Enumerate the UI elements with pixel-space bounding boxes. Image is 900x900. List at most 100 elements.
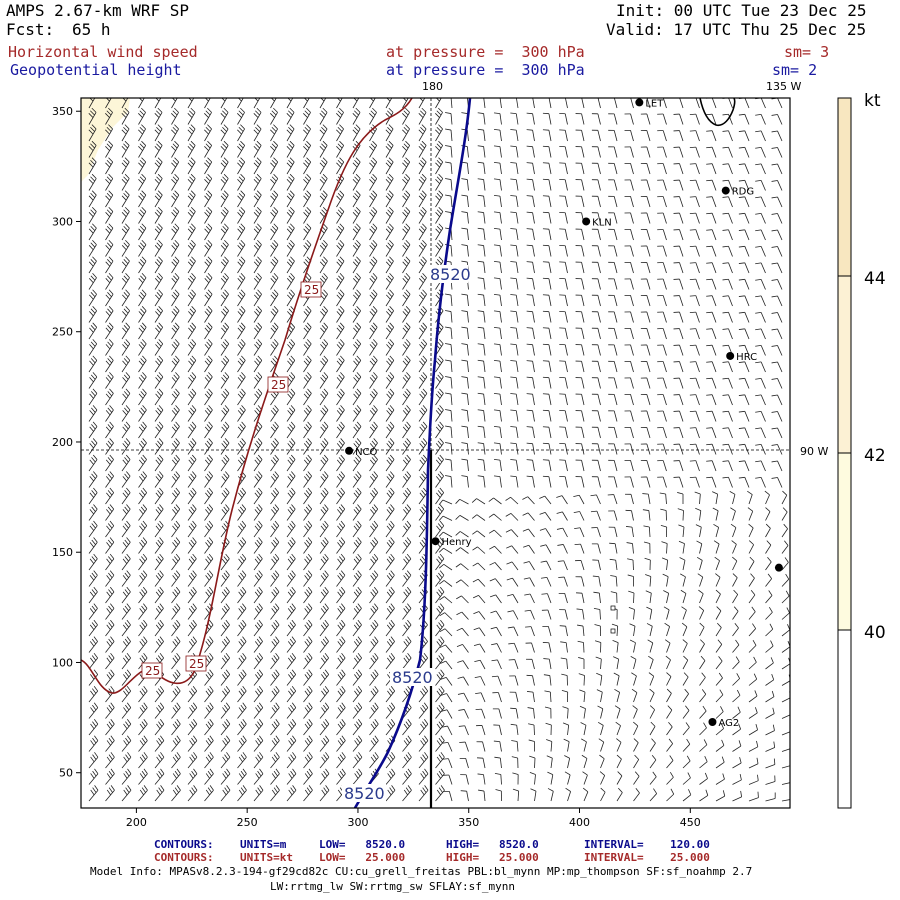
wind-barb	[187, 619, 197, 637]
wind-contour-labels: 25 25 25 25	[141, 281, 322, 679]
wind-barb	[352, 206, 361, 224]
wind-barb	[649, 721, 656, 736]
wind-barb	[336, 405, 345, 422]
forecast-label: Fcst:	[6, 20, 55, 39]
wind-barb	[439, 628, 453, 637]
wind-barb	[439, 644, 453, 653]
wind-barb	[270, 438, 279, 455]
wind-barb	[591, 410, 601, 422]
wind-barb	[270, 190, 279, 208]
wind-barb	[204, 322, 213, 340]
wind-barb	[187, 471, 197, 488]
wind-barb	[105, 157, 114, 175]
wind-barb	[633, 788, 640, 802]
wind-barb	[706, 229, 717, 241]
wind-barb	[633, 738, 639, 752]
wind-barb	[319, 603, 329, 620]
height-label: 8520	[344, 784, 385, 803]
wind-barb	[706, 295, 717, 307]
wind-barb	[121, 421, 131, 439]
wind-barb	[352, 504, 362, 521]
wind-barb	[88, 785, 99, 802]
wind-barb	[461, 442, 469, 455]
wind-barb	[88, 140, 97, 158]
wind-barb	[121, 98, 129, 109]
wind-barb	[319, 768, 330, 785]
wind-barb	[220, 273, 229, 290]
wind-barb	[445, 145, 453, 158]
wind-barb	[369, 652, 379, 670]
wind-barb	[138, 438, 147, 455]
wind-barb	[154, 454, 164, 472]
wind-barb	[510, 409, 519, 422]
wind-barb	[559, 212, 568, 224]
wind-barb	[706, 344, 717, 356]
wind-barb	[755, 278, 766, 290]
wind-barb	[461, 178, 469, 191]
wind-barb	[204, 239, 213, 257]
wind-barb	[154, 537, 164, 554]
wind-barb	[722, 443, 733, 455]
wind-barb	[505, 529, 519, 538]
wind-barb	[402, 768, 412, 785]
wind-barb	[624, 377, 634, 389]
wind-barb	[385, 355, 395, 373]
wind-barb	[187, 239, 196, 257]
wind-barb	[105, 702, 115, 719]
wind-barb	[303, 355, 312, 373]
wind-barb	[510, 195, 519, 208]
wind-barb	[352, 405, 362, 422]
wind-barb	[187, 553, 197, 571]
wind-barb	[673, 212, 684, 224]
wind-barb	[121, 388, 131, 406]
wind-barb	[732, 556, 738, 571]
field2-level: at pressure = 300 hPa	[386, 61, 585, 79]
wind-barb	[510, 442, 519, 455]
wind-barb	[565, 787, 571, 802]
wind-barb	[624, 328, 634, 340]
wind-barb	[385, 619, 395, 637]
wind-barb	[556, 527, 568, 538]
wind-barb	[402, 454, 411, 472]
wind-barb	[402, 322, 411, 340]
wind-barb	[237, 504, 247, 521]
wind-barb	[171, 438, 180, 455]
wind-barb	[608, 146, 618, 158]
wind-barb	[204, 190, 213, 208]
wind-barb	[608, 377, 618, 389]
wind-barb	[715, 773, 725, 785]
wind-barb	[699, 722, 707, 736]
wind-barb	[435, 719, 445, 736]
wind-barb	[253, 735, 264, 752]
wind-barb	[732, 639, 740, 653]
wind-barb	[445, 392, 453, 406]
wind-barb	[270, 570, 280, 587]
wind-barb	[303, 719, 313, 736]
wind-barb	[319, 702, 330, 719]
wind-barb	[781, 507, 788, 521]
wind-barb	[352, 586, 362, 604]
wind-barb	[706, 262, 717, 274]
wind-barb	[105, 785, 115, 802]
wind-barb	[435, 487, 444, 505]
wind-barb	[575, 129, 585, 142]
wind-barb	[319, 669, 330, 686]
wind-barb	[630, 98, 634, 109]
wind-barb	[643, 541, 651, 554]
wind-barb	[478, 789, 486, 802]
wind-barb	[510, 261, 519, 274]
wind-barb	[522, 496, 535, 505]
wind-barb	[336, 752, 346, 769]
wind-barb	[138, 768, 148, 785]
wind-barb	[722, 427, 733, 439]
wind-barb	[698, 606, 705, 620]
wind-barb	[402, 206, 411, 224]
wind-barb	[645, 590, 652, 604]
wind-barb	[657, 460, 667, 472]
wind-barb	[319, 719, 330, 736]
x-tick-label: 250	[237, 816, 258, 829]
wind-barb	[154, 619, 164, 637]
wind-barb	[627, 558, 634, 571]
wind-barb	[657, 212, 667, 224]
wind-barb	[171, 190, 180, 208]
